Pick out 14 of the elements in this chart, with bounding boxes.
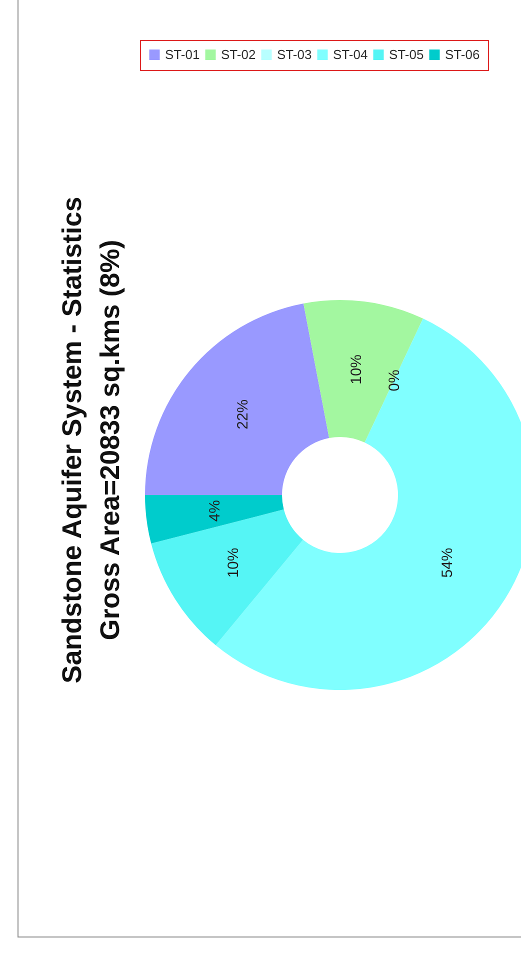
data-label: 10% — [348, 354, 365, 385]
data-label: 10% — [225, 548, 242, 578]
data-label: 4% — [206, 500, 224, 522]
data-label: 22% — [234, 399, 252, 430]
legend-label: ST-04 — [333, 46, 368, 62]
legend-label: ST-03 — [277, 46, 312, 62]
data-label: 54% — [438, 548, 456, 578]
legend-label: ST-05 — [389, 46, 424, 62]
legend-label: ST-01 — [165, 46, 200, 62]
legend-label: ST-06 — [445, 46, 480, 62]
text: Gross Area=20833 sq.kms (8%) — [95, 240, 125, 640]
legend-label: ST-02 — [221, 46, 256, 62]
text: Sandstone Aquifer System - Statistics — [57, 196, 87, 684]
text: 0% — [386, 370, 403, 392]
